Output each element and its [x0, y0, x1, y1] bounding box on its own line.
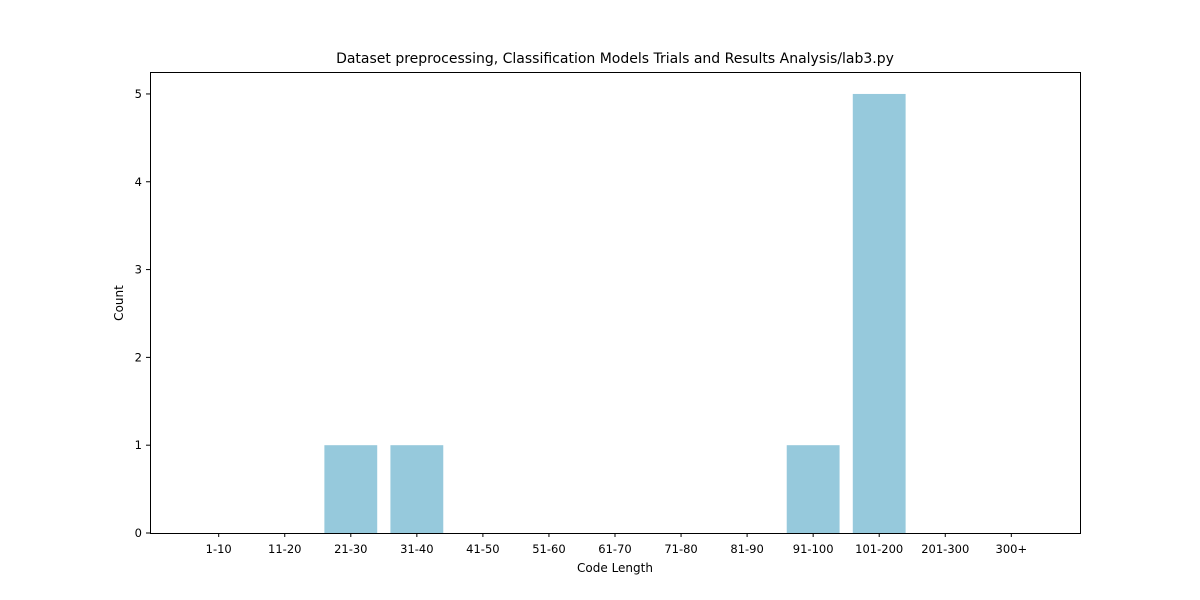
- bar-101-200: [852, 93, 906, 533]
- x-tick-label: 21-30: [334, 542, 367, 556]
- bars-group: [324, 93, 906, 533]
- y-axis-label: Count: [112, 285, 126, 321]
- bar-21-30: [324, 445, 378, 533]
- x-tick-label: 1-10: [206, 542, 232, 556]
- plot-frame: [150, 72, 1081, 534]
- chart-title: Dataset preprocessing, Classification Mo…: [336, 51, 894, 67]
- x-tick-label: 11-20: [268, 542, 301, 556]
- x-tick-label: 101-200: [855, 542, 903, 556]
- y-tick-label: 2: [135, 350, 142, 364]
- bar-31-40: [390, 445, 444, 533]
- y-tick-label: 1: [135, 438, 142, 452]
- bar-91-100: [786, 445, 840, 533]
- x-tick-label: 81-90: [730, 542, 763, 556]
- x-axis-label: Code Length: [577, 561, 653, 575]
- x-tick-label: 31-40: [400, 542, 433, 556]
- x-tick-label: 201-300: [921, 542, 969, 556]
- x-tick-label: 300+: [996, 542, 1028, 556]
- x-tick-label: 61-70: [598, 542, 631, 556]
- x-tick-label: 91-100: [793, 542, 834, 556]
- y-tick-label: 4: [135, 175, 142, 189]
- x-tick-label: 71-80: [664, 542, 697, 556]
- x-axis: 1-10 11-20 21-30 31-40 41-50 51-60 61-70 71-80 8…: [206, 533, 1027, 556]
- y-tick-label: 5: [135, 87, 142, 101]
- y-tick-label: 0: [135, 526, 142, 540]
- y-tick-label: 3: [135, 263, 142, 277]
- y-axis: 0 1 2 3 4 5: [135, 87, 150, 540]
- x-tick-label: 51-60: [532, 542, 565, 556]
- x-tick-label: 41-50: [466, 542, 499, 556]
